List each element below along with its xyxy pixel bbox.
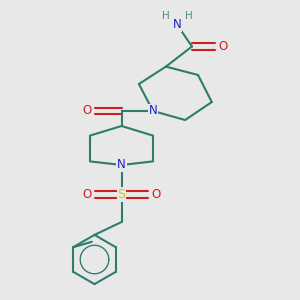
Text: N: N <box>148 104 158 118</box>
Text: O: O <box>218 40 227 53</box>
Text: H: H <box>162 11 170 21</box>
Text: N: N <box>172 18 182 31</box>
Text: S: S <box>118 188 125 201</box>
Text: O: O <box>151 188 160 201</box>
Text: N: N <box>117 158 126 172</box>
Text: O: O <box>83 104 92 118</box>
Text: H: H <box>184 11 192 21</box>
Text: O: O <box>83 188 92 201</box>
